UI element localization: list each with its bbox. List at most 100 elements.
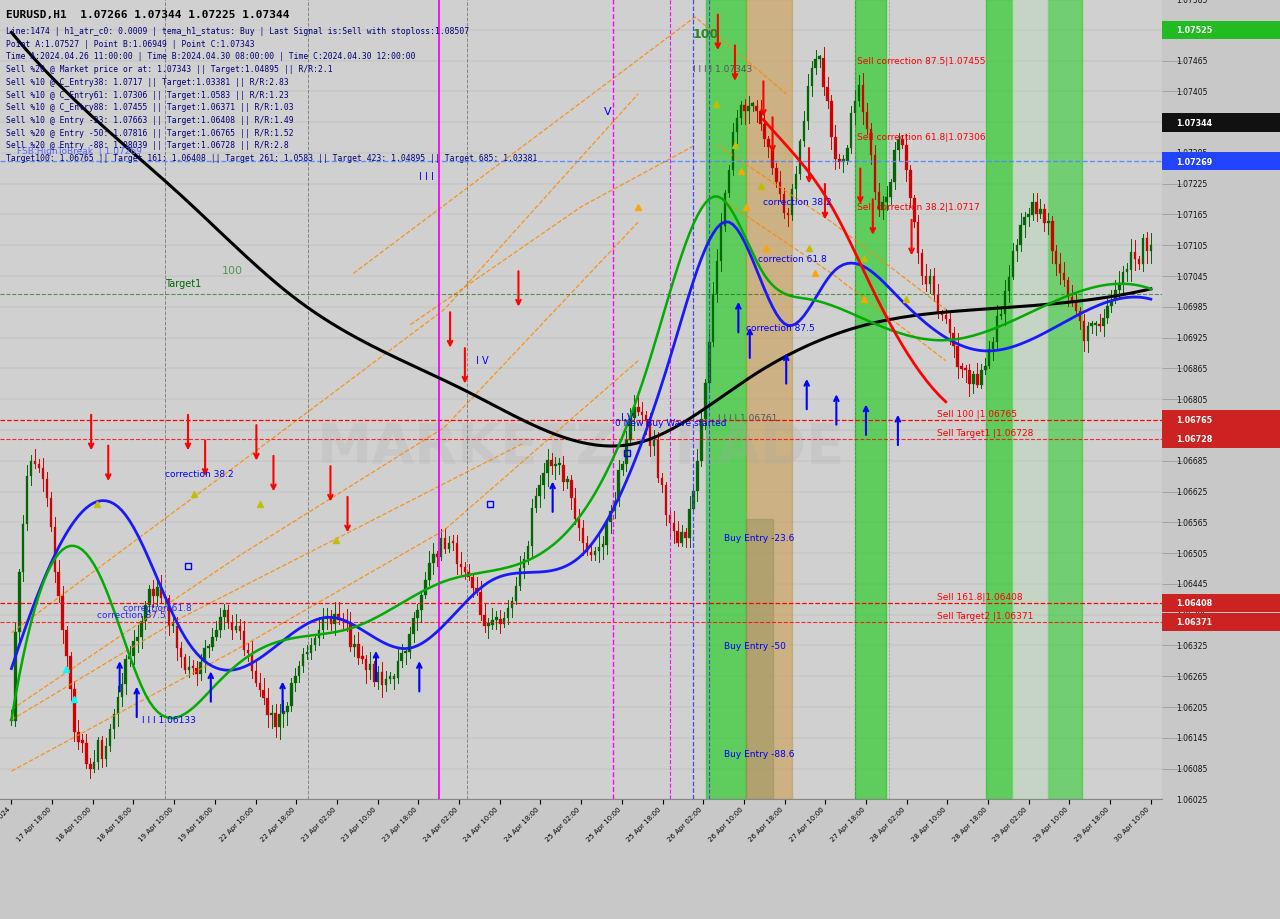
- Bar: [132, 641, 134, 656]
- Bar: [81, 741, 83, 743]
- Bar: [33, 462, 36, 464]
- Bar: [810, 69, 813, 87]
- Text: I I I: I I I: [420, 171, 434, 181]
- Bar: [1079, 312, 1082, 322]
- Bar: [846, 148, 849, 162]
- Bar: [342, 619, 344, 621]
- Bar: [850, 114, 852, 148]
- Text: Time A:2024.04.26 11:00:00 | Time B:2024.04.30 08:00:00 | Time C:2024.04.30 12:0: Time A:2024.04.26 11:00:00 | Time B:2024…: [6, 52, 416, 62]
- Bar: [314, 639, 316, 645]
- Bar: [251, 653, 253, 671]
- Text: Sell %10 @ C_Entry38: 1.0717 || Target:1.03381 || R/R:2.83: Sell %10 @ C_Entry38: 1.0717 || Target:1…: [6, 78, 289, 86]
- Bar: [1004, 291, 1006, 315]
- Text: 1.06408: 1.06408: [1176, 599, 1212, 607]
- Text: Sell 161.8|1.06408: Sell 161.8|1.06408: [937, 593, 1023, 602]
- Bar: [475, 589, 477, 593]
- Bar: [685, 532, 687, 539]
- Bar: [1134, 253, 1137, 260]
- Bar: [274, 713, 276, 727]
- Bar: [1019, 226, 1021, 245]
- Bar: [329, 618, 332, 624]
- Bar: [420, 596, 422, 611]
- Bar: [128, 656, 131, 660]
- Bar: [385, 679, 388, 686]
- Bar: [22, 525, 24, 573]
- Text: I I I I 1.06761: I I I I 1.06761: [718, 414, 777, 422]
- Bar: [582, 528, 585, 543]
- Bar: [179, 648, 182, 657]
- Bar: [878, 193, 881, 210]
- Text: 1.06205: 1.06205: [1176, 703, 1208, 712]
- Text: I V: I V: [476, 356, 489, 366]
- Bar: [1146, 239, 1148, 252]
- Bar: [518, 569, 521, 586]
- Text: 1.06625: 1.06625: [1176, 487, 1208, 496]
- Bar: [424, 581, 426, 596]
- Text: I V: I V: [621, 413, 634, 422]
- Bar: [1047, 221, 1050, 224]
- Bar: [831, 102, 833, 138]
- Bar: [349, 623, 352, 648]
- Bar: [799, 142, 801, 176]
- Bar: [996, 317, 998, 343]
- Bar: [282, 711, 284, 714]
- Bar: [310, 645, 312, 653]
- Bar: [361, 656, 364, 659]
- Bar: [554, 464, 557, 467]
- Bar: [397, 661, 399, 678]
- Text: 1.07525: 1.07525: [1176, 27, 1212, 35]
- Bar: [1149, 246, 1152, 252]
- Bar: [247, 651, 250, 653]
- Bar: [168, 598, 170, 626]
- Bar: [148, 589, 151, 606]
- Bar: [929, 277, 932, 284]
- Bar: [562, 465, 564, 482]
- Bar: [223, 610, 225, 618]
- Text: 100: 100: [692, 28, 719, 41]
- Bar: [539, 486, 541, 496]
- Bar: [558, 463, 561, 466]
- Bar: [1051, 221, 1053, 252]
- Bar: [369, 664, 371, 670]
- Bar: [113, 714, 115, 730]
- Text: 1.07345: 1.07345: [1176, 119, 1208, 128]
- Bar: [1162, 594, 1280, 612]
- Bar: [767, 140, 769, 148]
- Bar: [294, 676, 297, 684]
- Bar: [230, 623, 233, 630]
- Bar: [1106, 307, 1108, 318]
- Bar: [404, 651, 407, 653]
- Bar: [933, 277, 936, 296]
- Text: Sell %10 @ C_Entry88: 1.07455 || Target:1.06371 || R/R:1.03: Sell %10 @ C_Entry88: 1.07455 || Target:…: [6, 103, 294, 112]
- Bar: [152, 589, 155, 596]
- Text: 1.07225: 1.07225: [1176, 180, 1207, 189]
- Bar: [657, 441, 659, 479]
- Bar: [1091, 323, 1093, 326]
- Text: 1.06865: 1.06865: [1176, 365, 1208, 373]
- Bar: [346, 620, 348, 623]
- Bar: [893, 151, 896, 183]
- Bar: [1123, 273, 1125, 283]
- Text: 1.06985: 1.06985: [1176, 303, 1208, 312]
- Bar: [401, 653, 403, 661]
- Bar: [861, 86, 864, 112]
- Bar: [302, 654, 305, 666]
- Bar: [913, 199, 915, 222]
- Bar: [952, 334, 955, 346]
- Bar: [854, 102, 856, 114]
- Text: Sell correction 61.8|1.07306: Sell correction 61.8|1.07306: [856, 133, 986, 142]
- Text: 1.06805: 1.06805: [1176, 395, 1208, 404]
- Text: 1.06765: 1.06765: [1176, 415, 1212, 425]
- Bar: [215, 630, 218, 638]
- Bar: [668, 515, 671, 524]
- Bar: [941, 313, 943, 316]
- Bar: [708, 342, 710, 383]
- Text: 1.07525: 1.07525: [1176, 27, 1208, 35]
- Bar: [515, 586, 517, 602]
- Bar: [566, 480, 568, 482]
- Bar: [448, 543, 451, 549]
- Bar: [1162, 114, 1280, 132]
- Bar: [787, 213, 790, 216]
- Bar: [522, 560, 525, 569]
- Bar: [393, 676, 396, 679]
